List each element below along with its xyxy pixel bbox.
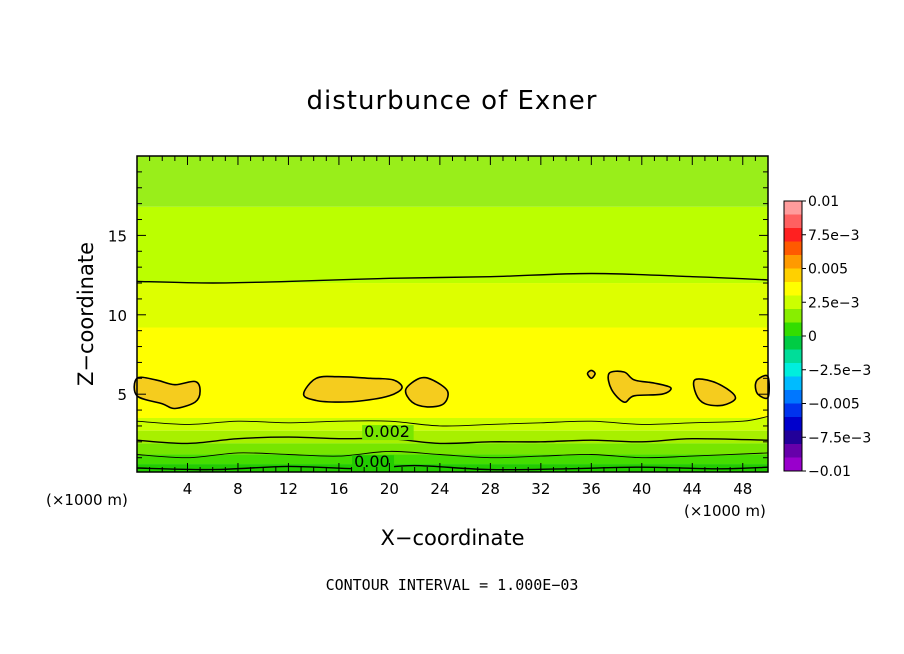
contour-lines: 0.002 0.00: [136, 272, 769, 471]
colorbar-label: −0.01: [808, 464, 851, 480]
x-tick-label: 8: [233, 480, 243, 498]
colorbar-swatch: [784, 430, 802, 445]
colorbar-swatch: [784, 309, 802, 323]
colorbar-swatch: [784, 295, 802, 310]
y-axis-ticks: 5 10 15: [108, 171, 768, 459]
x-tick-label: 32: [531, 480, 550, 498]
maximum-region-2: [404, 376, 449, 408]
maxima-regions: [133, 369, 770, 410]
colorbar-swatch: [784, 390, 802, 404]
colorbar-label: −7.5e−3: [808, 430, 871, 446]
band-0: [137, 156, 768, 207]
maximum-region-3: [607, 370, 672, 403]
contour-label-bg-2: [362, 425, 414, 441]
contour-label-2: 0.002: [364, 422, 410, 441]
y-tick-label: 10: [108, 307, 127, 325]
colorbar-swatch: [784, 201, 802, 215]
colorbar-swatch: [784, 282, 802, 296]
x-tick-label: 20: [380, 480, 399, 498]
chart-title: disturbunce of Exner: [306, 86, 598, 116]
colorbar: 0.01 7.5e−3 0.005 2.5e−3 0 −2.5e−3 −0.005 −7.5e…: [783, 194, 871, 480]
x-axis-label: X−coordinate: [380, 526, 525, 550]
colorbar-label: −0.005: [808, 397, 860, 413]
x-tick-label: 40: [632, 480, 651, 498]
y-tick-label: 15: [108, 227, 127, 245]
x-tick-label: 4: [183, 480, 193, 498]
y-tick-label: 5: [117, 386, 127, 404]
colorbar-swatch: [784, 322, 802, 337]
maximum-region-1: [302, 375, 403, 403]
contour-line-1: [136, 415, 769, 427]
colorbar-swatch: [784, 349, 802, 364]
colorbar-swatch: [784, 255, 802, 269]
y-axis-unit: (×1000 m): [46, 491, 128, 509]
colorbar-swatch: [784, 214, 802, 229]
colorbar-label: −2.5e−3: [808, 363, 871, 379]
colorbar-label: 0.01: [808, 194, 839, 210]
band-5: [137, 430, 768, 444]
colorbar-label: 7.5e−3: [808, 228, 860, 244]
band-2: [137, 283, 768, 328]
contour-line-0: [136, 272, 769, 284]
x-tick-label: 24: [430, 480, 449, 498]
contour-interval-note: CONTOUR INTERVAL = 1.000E−03: [325, 576, 579, 594]
contour-line-4: [136, 464, 769, 471]
band-6: [137, 443, 768, 455]
band-3: [137, 327, 768, 419]
band-1: [137, 206, 768, 284]
x-axis-ticks: 4 8 12 16 20 24 28 32 36 40 44 48: [149, 156, 756, 498]
x-axis-unit: (×1000 m): [684, 502, 766, 520]
colorbar-swatch: [784, 444, 802, 458]
shaded-bands: [137, 156, 768, 472]
contour-label-4: 0.00: [354, 452, 390, 471]
colorbar-label: 0.005: [808, 262, 848, 278]
colorbar-swatch: [784, 336, 802, 350]
x-tick-label: 16: [329, 480, 348, 498]
contour-label-bg-4: [352, 455, 395, 471]
x-tick-label: 28: [481, 480, 500, 498]
colorbar-swatch: [784, 376, 802, 391]
maximum-region-5: [692, 378, 737, 407]
colorbar-swatch: [784, 241, 802, 256]
band-4: [137, 418, 768, 431]
colorbar-swatch: [784, 403, 802, 418]
colorbar-swatch: [784, 228, 802, 242]
x-tick-label: 48: [733, 480, 752, 498]
band-7: [137, 454, 768, 465]
colorbar-label: 2.5e−3: [808, 295, 860, 311]
colorbar-label: 0: [808, 329, 817, 345]
colorbar-swatch: [784, 417, 802, 431]
maximum-region-0: [133, 376, 201, 410]
contour-line-2: [136, 436, 769, 445]
maximum-region-4: [586, 369, 596, 380]
x-tick-label: 36: [582, 480, 601, 498]
x-tick-label: 44: [683, 480, 702, 498]
contour-line-3: [136, 450, 769, 459]
colorbar-swatch: [784, 457, 802, 472]
colorbar-swatch: [784, 268, 802, 283]
x-tick-label: 12: [279, 480, 298, 498]
colorbar-swatch: [784, 363, 802, 377]
